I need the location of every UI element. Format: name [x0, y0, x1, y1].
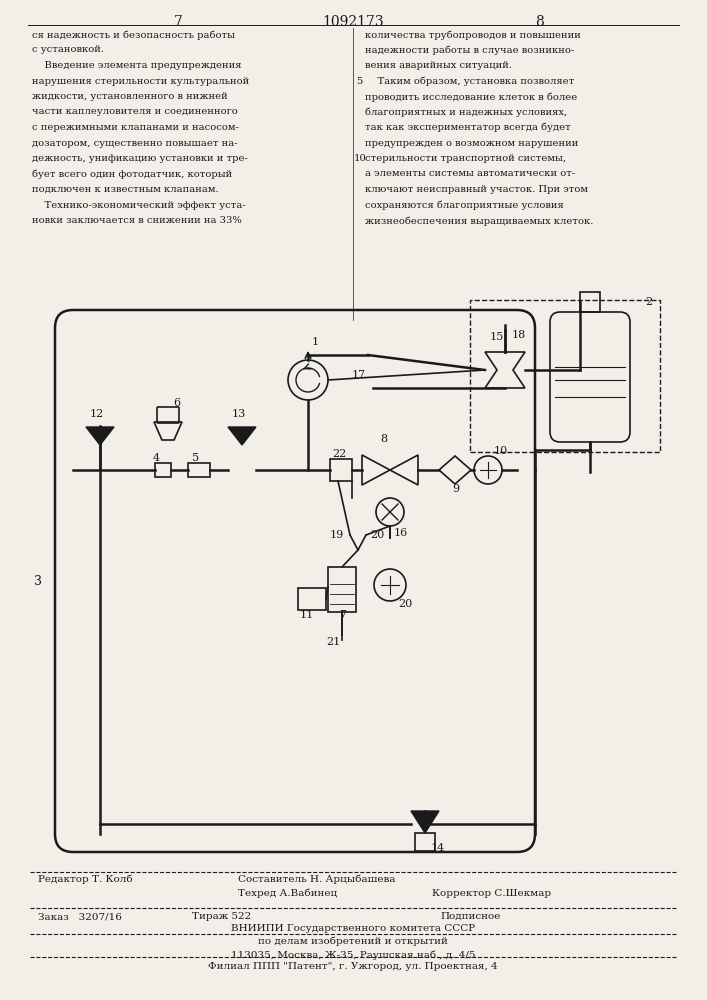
Bar [470, 300, 660, 452]
Text: Тираж 522: Тираж 522 [192, 912, 251, 921]
Text: с пережимными клапанами и насосом-: с пережимными клапанами и насосом- [32, 123, 239, 132]
Text: 1092173: 1092173 [322, 15, 384, 29]
Text: 21: 21 [326, 637, 340, 647]
Text: 16: 16 [394, 528, 408, 538]
Text: 13: 13 [232, 409, 246, 419]
Text: 8: 8 [380, 434, 387, 444]
Text: Филиал ППП "Патент", г. Ужгород, ул. Проектная, 4: Филиал ППП "Патент", г. Ужгород, ул. Про… [208, 962, 498, 971]
Text: 8: 8 [536, 15, 544, 29]
Text: 3: 3 [34, 575, 42, 588]
Text: дозатором, существенно повышает на-: дозатором, существенно повышает на- [32, 138, 238, 147]
Text: Редактор Т. Колб: Редактор Т. Колб [38, 874, 133, 884]
Text: 4: 4 [153, 453, 160, 463]
Text: 19: 19 [330, 530, 344, 540]
Text: Введение элемента предупреждения: Введение элемента предупреждения [32, 61, 242, 70]
Bar [328, 567, 356, 612]
Polygon shape [86, 427, 114, 445]
Text: новки заключается в снижении на 33%: новки заключается в снижении на 33% [32, 216, 242, 225]
Text: благоприятных и надежных условиях,: благоприятных и надежных условиях, [365, 107, 567, 117]
Text: части каплеуловителя и соединенного: части каплеуловителя и соединенного [32, 107, 238, 116]
Text: 18: 18 [512, 330, 526, 340]
Text: 1: 1 [312, 337, 319, 347]
Text: Составитель Н. Арцыбашева: Составитель Н. Арцыбашева [238, 874, 395, 884]
Text: с установкой.: с установкой. [32, 45, 104, 54]
Text: 5: 5 [356, 77, 363, 86]
Text: Подписное: Подписное [440, 912, 501, 921]
Text: 7: 7 [339, 610, 346, 620]
Text: 5: 5 [192, 453, 199, 463]
Text: 9: 9 [452, 484, 459, 494]
Text: стерильности транспортной системы,: стерильности транспортной системы, [365, 154, 566, 163]
Text: жизнеобеспечения выращиваемых клеток.: жизнеобеспечения выращиваемых клеток. [365, 216, 593, 226]
Text: дежность, унификацию установки и тре-: дежность, унификацию установки и тре- [32, 154, 248, 163]
Bar [330, 459, 352, 481]
Text: 12: 12 [90, 409, 104, 419]
Text: подключен к известным клапанам.: подключен к известным клапанам. [32, 185, 218, 194]
Text: по делам изобретений и открытий: по делам изобретений и открытий [258, 937, 448, 946]
Text: ключают неисправный участок. При этом: ключают неисправный участок. При этом [365, 185, 588, 194]
Text: Техред А.Вабинец: Техред А.Вабинец [238, 889, 337, 898]
Text: вения аварийных ситуаций.: вения аварийных ситуаций. [365, 61, 512, 70]
Text: надежности работы в случае возникно-: надежности работы в случае возникно- [365, 45, 574, 55]
Text: 6: 6 [173, 398, 180, 408]
Text: ся надежность и безопасность работы: ся надежность и безопасность работы [32, 30, 235, 39]
Text: 11: 11 [300, 610, 314, 620]
Text: ВНИИПИ Государственного комитета СССР: ВНИИПИ Государственного комитета СССР [231, 924, 475, 933]
Text: 7: 7 [173, 15, 182, 29]
Text: предупрежден о возможном нарушении: предупрежден о возможном нарушении [365, 138, 578, 147]
Text: 2: 2 [645, 297, 652, 307]
Text: так как экспериментатор всегда будет: так как экспериментатор всегда будет [365, 123, 571, 132]
Text: 17: 17 [352, 370, 366, 380]
Text: 113035, Москва, Ж-35, Раушская наб., д. 4/5: 113035, Москва, Ж-35, Раушская наб., д. … [230, 950, 475, 960]
Text: проводить исследование клеток в более: проводить исследование клеток в более [365, 92, 577, 102]
Text: 15: 15 [490, 332, 504, 342]
Text: жидкости, установленного в нижней: жидкости, установленного в нижней [32, 92, 228, 101]
Text: 14: 14 [431, 843, 445, 853]
Bar [580, 292, 600, 312]
Text: 22: 22 [332, 449, 346, 459]
Text: Таким образом, установка позволяет: Таким образом, установка позволяет [365, 77, 574, 86]
Bar [415, 833, 435, 851]
Text: бует всего один фотодатчик, который: бует всего один фотодатчик, который [32, 169, 233, 179]
Text: а элементы системы автоматически от-: а элементы системы автоматически от- [365, 169, 575, 178]
Text: 10: 10 [494, 446, 508, 456]
Text: количества трубопроводов и повышении: количества трубопроводов и повышении [365, 30, 581, 39]
Text: Технико-экономический эффект уста-: Технико-экономический эффект уста- [32, 200, 246, 210]
Text: Заказ   3207/16: Заказ 3207/16 [38, 912, 122, 921]
Text: сохраняются благоприятные условия: сохраняются благоприятные условия [365, 200, 563, 210]
Polygon shape [228, 427, 256, 445]
Text: 20: 20 [398, 599, 412, 609]
Text: 10: 10 [354, 154, 367, 163]
Bar [298, 588, 326, 610]
Bar [188, 463, 210, 477]
Polygon shape [411, 811, 439, 833]
Text: 20: 20 [370, 530, 384, 540]
Bar [155, 463, 171, 477]
Text: Корректор С.Шекмар: Корректор С.Шекмар [432, 889, 551, 898]
Text: нарушения стерильности культуральной: нарушения стерильности культуральной [32, 77, 250, 86]
